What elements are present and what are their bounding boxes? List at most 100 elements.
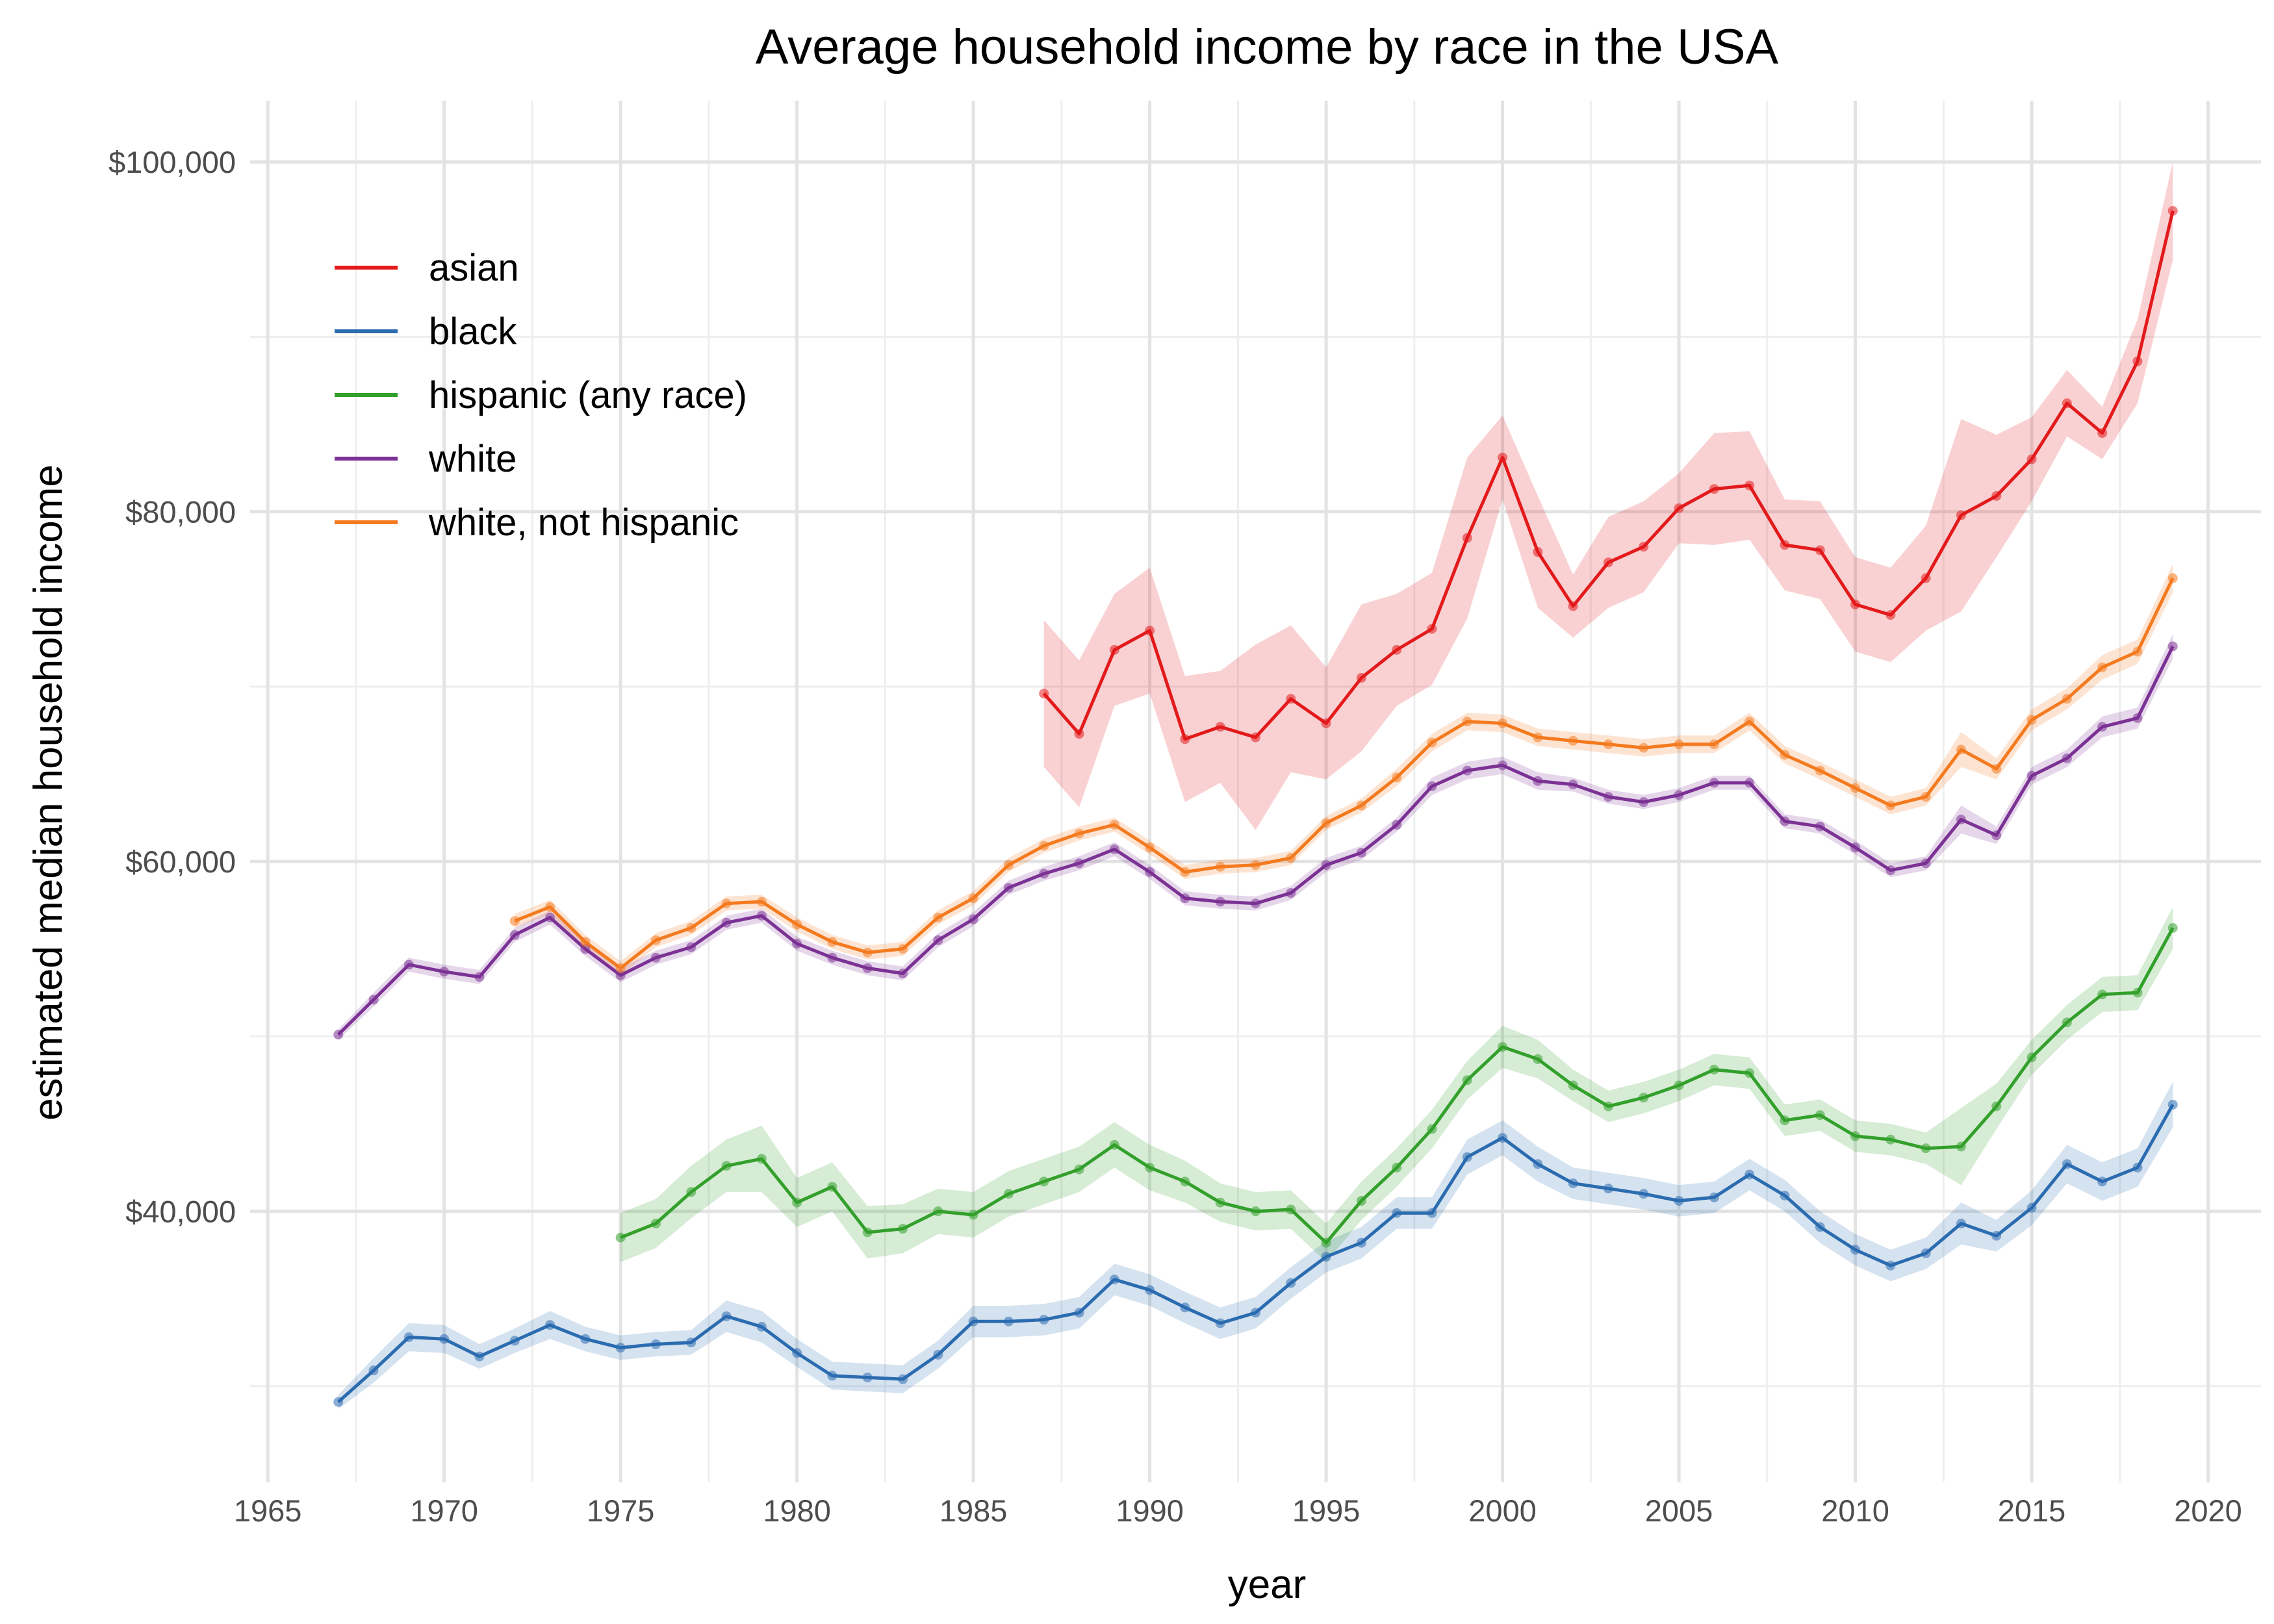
point-asian — [1885, 610, 1896, 620]
point-white-not-hispanic — [1885, 800, 1896, 811]
point-black — [1603, 1184, 1613, 1194]
legend-label-white-not-hispanic: white, not hispanic — [428, 501, 739, 544]
point-asian — [1956, 510, 1966, 520]
point-white — [1568, 780, 1578, 790]
point-hispanic-any-race — [933, 1206, 943, 1217]
point-hispanic-any-race — [1427, 1124, 1437, 1134]
point-asian — [1215, 722, 1225, 732]
point-white-not-hispanic — [1991, 763, 2002, 774]
point-black — [756, 1321, 767, 1332]
point-hispanic-any-race — [1603, 1101, 1613, 1111]
point-white-not-hispanic — [792, 919, 802, 930]
point-white — [756, 911, 767, 921]
point-black — [2097, 1176, 2108, 1187]
legend-label-black: black — [429, 311, 517, 353]
point-white-not-hispanic — [1180, 867, 1190, 877]
point-asian — [1109, 644, 1119, 655]
point-white — [1180, 893, 1190, 904]
point-white-not-hispanic — [1003, 860, 1014, 870]
point-asian — [2132, 356, 2143, 366]
point-hispanic-any-race — [1392, 1162, 1402, 1173]
point-black — [545, 1320, 556, 1330]
x-tick-label: 1980 — [763, 1493, 831, 1528]
point-black — [1498, 1133, 1508, 1143]
point-black — [1956, 1219, 1966, 1229]
point-white-not-hispanic — [1039, 841, 1049, 851]
point-white-not-hispanic — [933, 912, 943, 922]
point-asian — [1321, 718, 1331, 728]
point-hispanic-any-race — [968, 1210, 978, 1220]
point-hispanic-any-race — [898, 1224, 908, 1234]
point-white — [403, 959, 414, 970]
point-hispanic-any-race — [1568, 1080, 1578, 1091]
point-hispanic-any-race — [1815, 1110, 1825, 1121]
point-black — [615, 1343, 626, 1353]
point-black — [1885, 1260, 1896, 1271]
point-hispanic-any-race — [827, 1182, 837, 1192]
point-hispanic-any-race — [1286, 1204, 1296, 1215]
point-black — [1215, 1318, 1225, 1328]
point-black — [1780, 1190, 1790, 1200]
point-black — [1639, 1189, 1649, 1199]
point-white — [1074, 858, 1084, 869]
point-hispanic-any-race — [721, 1161, 732, 1171]
x-tick-label: 1990 — [1116, 1493, 1184, 1528]
point-hispanic-any-race — [1533, 1054, 1543, 1064]
point-white-not-hispanic — [1498, 718, 1508, 728]
point-white — [368, 995, 379, 1005]
point-white — [1039, 869, 1049, 879]
band-asian — [1043, 162, 2173, 830]
point-white-not-hispanic — [1145, 843, 1155, 853]
confidence-bands — [338, 162, 2173, 1409]
point-white-not-hispanic — [1109, 820, 1119, 830]
point-white-not-hispanic — [2026, 715, 2037, 725]
point-asian — [1815, 545, 1825, 555]
point-white-not-hispanic — [1286, 853, 1296, 863]
point-black — [509, 1336, 520, 1346]
point-asian — [1921, 573, 1931, 583]
point-asian — [1603, 557, 1613, 568]
point-hispanic-any-race — [2167, 923, 2178, 933]
x-tick-label: 2005 — [1645, 1493, 1713, 1528]
point-asian — [1498, 452, 1508, 463]
point-hispanic-any-race — [1639, 1093, 1649, 1103]
point-hispanic-any-race — [1991, 1101, 2002, 1111]
point-hispanic-any-race — [1356, 1196, 1366, 1206]
point-hispanic-any-race — [862, 1227, 873, 1237]
point-white-not-hispanic — [1356, 800, 1366, 811]
point-asian — [2167, 206, 2178, 216]
point-black — [1180, 1302, 1190, 1313]
point-white — [1286, 888, 1296, 898]
point-black — [580, 1334, 591, 1344]
point-white — [1251, 898, 1260, 909]
point-hispanic-any-race — [1215, 1197, 1225, 1208]
point-black — [1321, 1252, 1331, 1262]
point-white — [933, 935, 943, 945]
point-white — [650, 952, 661, 963]
x-tick-label: 2000 — [1468, 1493, 1537, 1528]
point-white-not-hispanic — [1568, 735, 1578, 746]
point-white — [1956, 815, 1966, 825]
point-hispanic-any-race — [1251, 1206, 1260, 1217]
point-asian — [1145, 626, 1155, 636]
y-tick-label: $80,000 — [125, 495, 236, 529]
point-asian — [1674, 503, 1684, 513]
point-black — [1921, 1248, 1931, 1258]
point-white — [580, 944, 591, 954]
line-white-not-hispanic — [514, 577, 2175, 970]
point-white-not-hispanic — [2062, 694, 2072, 704]
point-black — [1462, 1152, 1472, 1162]
point-white-not-hispanic — [545, 902, 556, 912]
point-white-not-hispanic — [2097, 662, 2108, 672]
legend-label-white: white — [428, 438, 517, 480]
point-black — [1427, 1208, 1437, 1218]
point-white — [1356, 848, 1366, 858]
point-white — [721, 917, 732, 928]
point-white — [615, 970, 626, 980]
point-black — [1109, 1275, 1119, 1285]
y-axis-title: estimated median household income — [26, 464, 71, 1121]
point-black — [1991, 1230, 2002, 1241]
point-asian — [1356, 672, 1366, 683]
point-white-not-hispanic — [1251, 860, 1260, 870]
point-white — [2132, 713, 2143, 723]
